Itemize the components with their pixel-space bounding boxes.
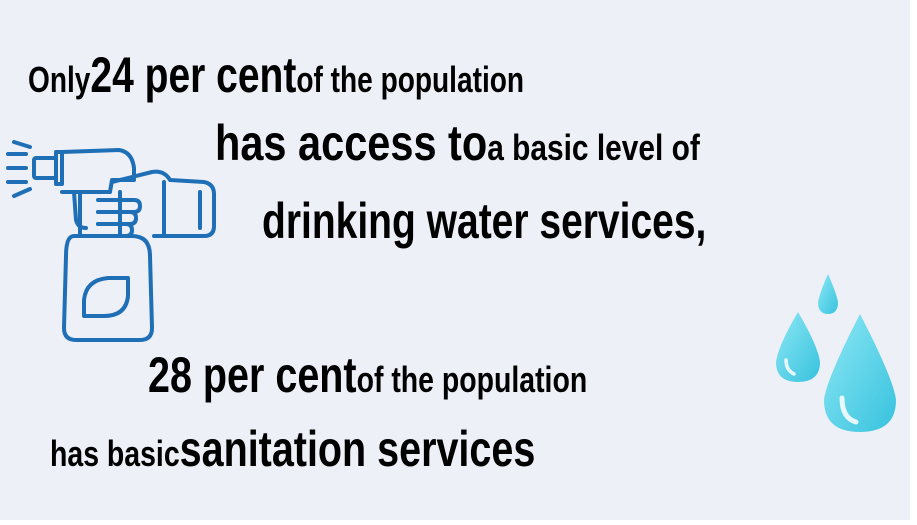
spray-bottle-icon: [6, 140, 216, 342]
text-of-the-population-2: of the population: [356, 359, 588, 400]
text-of-the-population: of the population: [296, 59, 525, 100]
stat-28-per-cent: 28 per cent: [148, 347, 357, 403]
stat-line-3: drinking water services,: [262, 196, 706, 246]
text-basic-level-of: a basic level of: [487, 127, 700, 168]
water-drops-icon: [776, 274, 896, 432]
text-has-access-to: has access to: [215, 115, 488, 171]
text-drinking-water-services: drinking water services,: [262, 193, 707, 249]
stat-line-5: has basic sanitation services: [50, 424, 535, 474]
stat-line-4: 28 per cent of the population: [148, 350, 587, 400]
stat-line-2: has access to a basic level of: [215, 118, 700, 168]
text-only: Only: [28, 59, 91, 100]
text-sanitation-services: sanitation services: [179, 421, 536, 477]
stat-24-per-cent: 24 per cent: [90, 47, 297, 103]
text-has-basic: has basic: [50, 433, 180, 474]
stat-line-1: Only 24 per cent of the population: [28, 50, 524, 100]
